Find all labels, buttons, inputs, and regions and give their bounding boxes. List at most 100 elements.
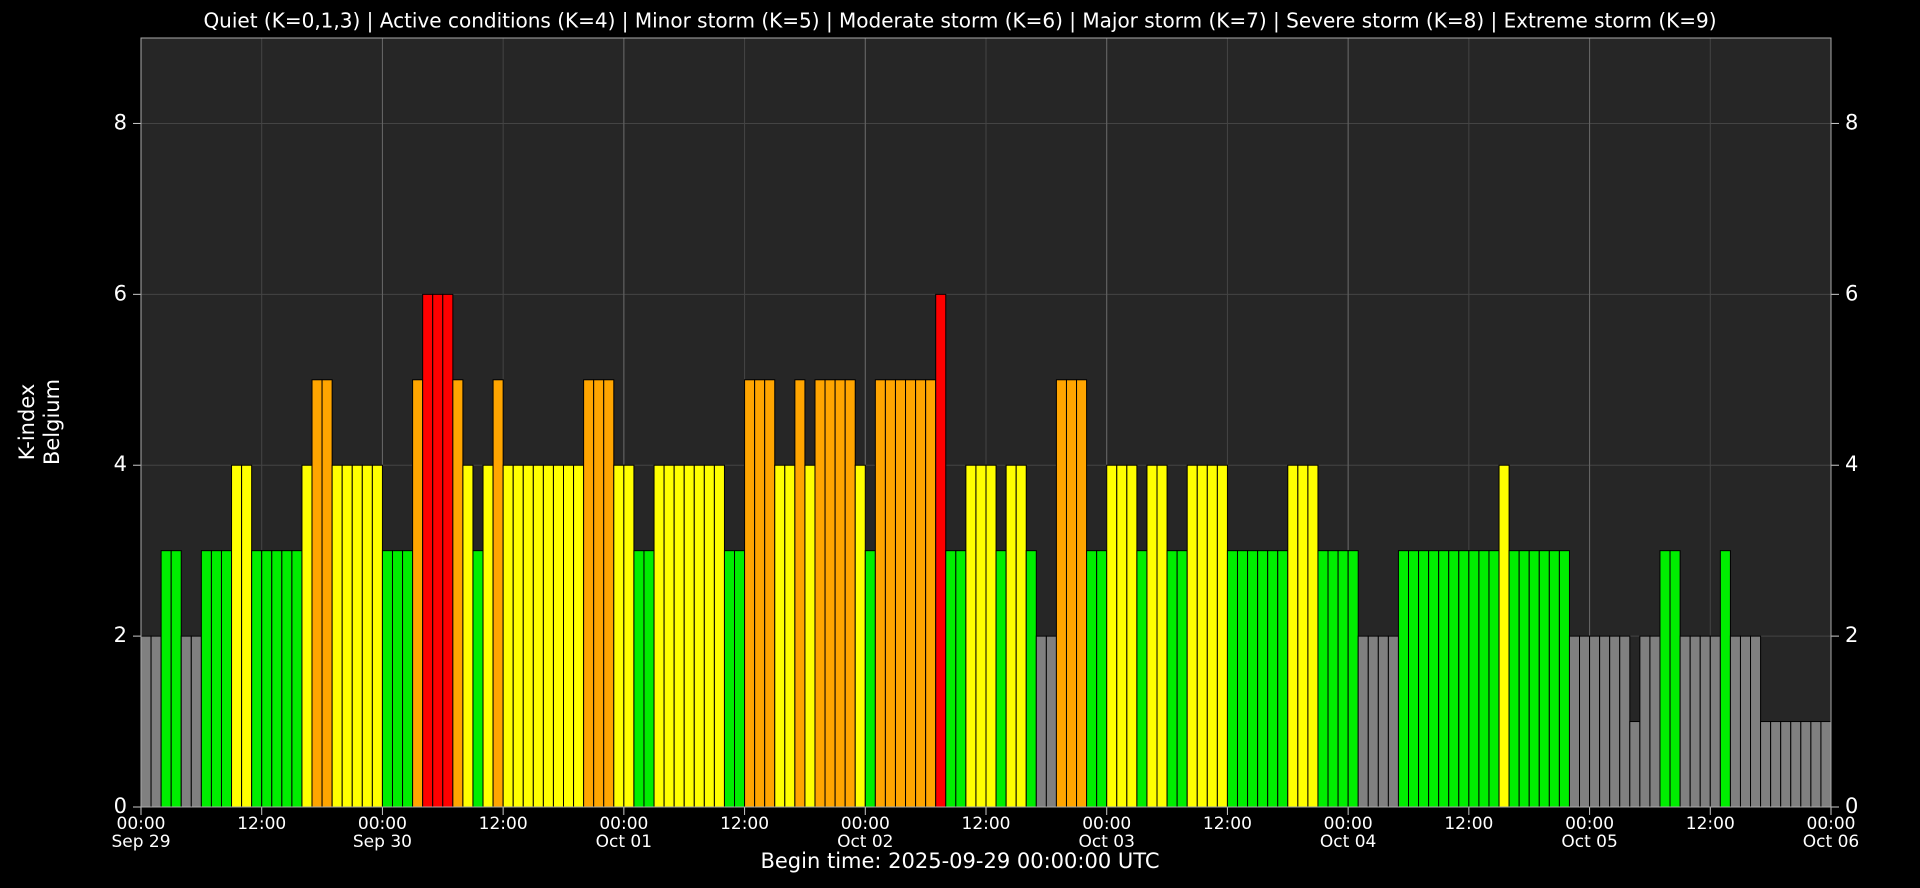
bar [1488,550,1500,808]
y-tick-label: 2 [114,623,127,647]
bar [985,464,997,808]
bar [291,550,303,808]
bar [1589,635,1601,808]
bar [1277,550,1289,808]
bar [231,464,243,808]
bar [1247,550,1259,808]
bar [713,464,725,808]
x-date-label: Oct 04 [1320,832,1376,852]
bar [1800,721,1812,808]
bar [673,464,685,808]
bar [1226,550,1238,808]
bar [1065,379,1078,808]
bar [1669,550,1681,808]
y-tick-label: 4 [1845,452,1858,476]
bar [140,635,152,808]
bar [955,550,967,808]
bar [1649,635,1661,808]
bar [814,379,826,808]
bar [351,464,363,808]
bar [643,550,655,808]
bar [1377,635,1389,808]
bar [1327,550,1339,808]
bar [925,379,937,808]
bar [844,379,856,808]
x-date-label: Oct 06 [1803,832,1859,852]
bar [1126,464,1138,808]
x-tick-label: 00:00 [599,814,648,834]
bar [1397,550,1409,808]
bar [1709,635,1721,808]
bar [583,379,595,808]
y-axis-label: K-index [15,384,39,461]
bar [734,550,746,808]
x-date-label: Sep 30 [353,832,412,852]
bar [170,550,182,808]
bar [391,550,404,808]
bar [1820,721,1832,808]
bar [1659,550,1671,808]
y-tick-label: 8 [1845,110,1858,134]
bar [281,550,293,808]
bar [1609,635,1621,808]
bar [190,635,202,808]
bar [1438,550,1450,808]
bar [1418,550,1430,808]
bar [1367,635,1379,808]
bar [824,379,836,808]
x-tick-label: 00:00 [117,814,166,834]
bar [1015,464,1027,808]
bar [1790,721,1802,808]
x-tick-label: 12:00 [237,814,286,834]
bar [1729,635,1741,808]
bar [241,464,253,808]
bar [1619,635,1631,808]
x-date-label: Oct 02 [837,832,893,852]
bar [1196,464,1208,808]
bar [894,379,907,808]
bar [381,550,393,808]
bar [1739,635,1752,808]
y-tick-label: 0 [114,794,127,818]
plot-frame [140,37,1832,808]
bar [1689,635,1701,808]
bar [1528,550,1540,808]
x-tick-label: 00:00 [1807,814,1856,834]
bar [1428,550,1440,808]
bar [1679,635,1691,808]
x-tick-label: 12:00 [1203,814,1252,834]
bar [251,550,263,808]
bar [683,464,695,808]
bar [874,379,886,808]
bar [693,464,705,808]
bar [432,293,444,808]
x-tick-label: 12:00 [962,814,1011,834]
bar [1770,721,1782,808]
bar [150,635,162,808]
bar [210,550,222,808]
bar [1468,550,1480,808]
bar [1639,635,1651,808]
bar [1347,550,1359,808]
bar [1357,635,1369,808]
bar [1086,550,1098,808]
bar [995,550,1007,808]
bar [1236,550,1249,808]
bar [1206,464,1218,808]
bar [975,464,987,808]
bar [723,550,736,808]
x-tick-label: 12:00 [1444,814,1493,834]
bar [532,464,544,808]
bar [512,464,524,808]
bar [402,550,414,808]
bar [1076,379,1088,808]
bar [522,464,534,808]
bar [1337,550,1349,808]
x-tick-label: 12:00 [720,814,769,834]
bar [1558,550,1570,808]
bar [573,464,585,808]
bar [754,379,766,808]
bar [1055,379,1067,808]
bar [1146,464,1158,808]
bar [422,293,434,808]
